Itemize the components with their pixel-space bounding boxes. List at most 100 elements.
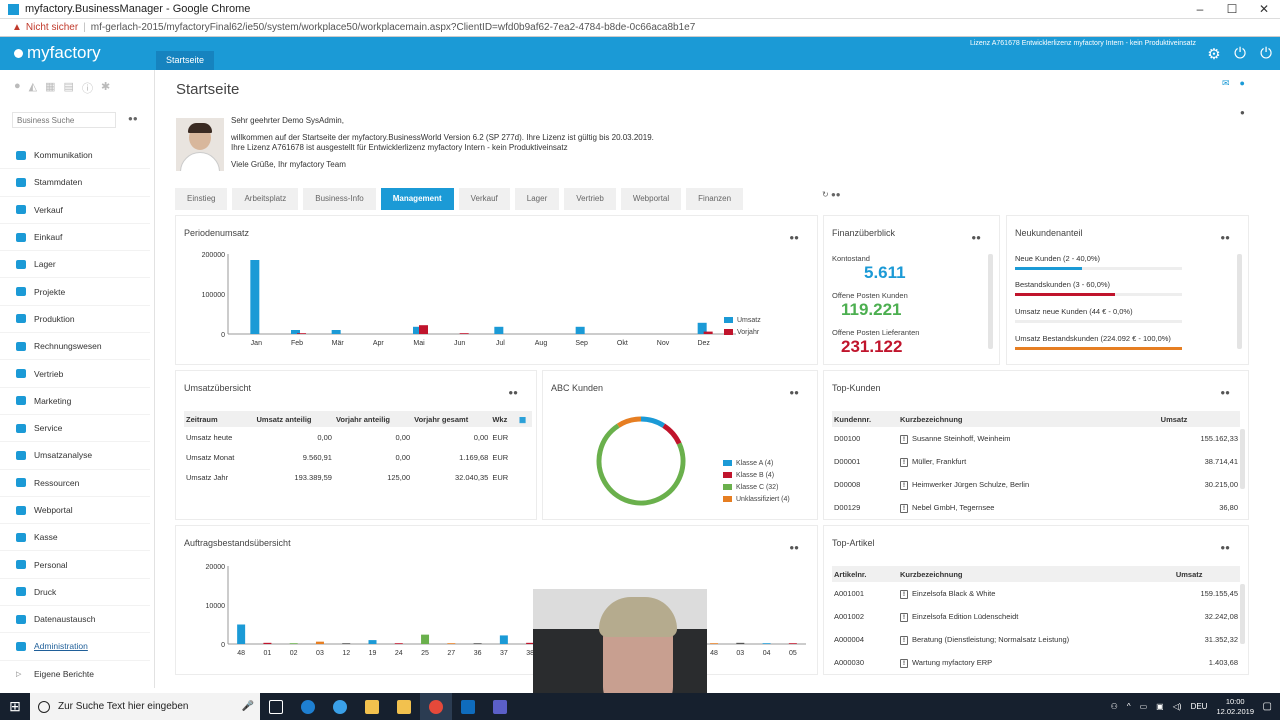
column-header[interactable]: Vorjahr gesamt — [412, 411, 491, 427]
battery-icon[interactable]: ▭ — [1139, 702, 1148, 711]
tab-settings-icon[interactable]: ●● — [830, 190, 841, 199]
panel-settings-icon[interactable]: ●● — [789, 543, 799, 552]
minimize-icon[interactable]: – — [1196, 2, 1204, 16]
help-icon[interactable]: ● — [1239, 78, 1245, 88]
table-row[interactable]: Umsatz Monat 9.560,91 0,00 1.169,68 EUR — [186, 452, 509, 462]
column-header[interactable]: Kurzbezeichnung — [898, 566, 1174, 582]
sidebar-item-marketing[interactable]: Marketing — [0, 388, 150, 415]
business-search-input[interactable] — [12, 112, 116, 128]
document-icon[interactable]: ▤ — [63, 81, 74, 93]
sidebar-item-service[interactable]: Service — [0, 415, 150, 443]
people-icon[interactable]: ⚇ — [1110, 702, 1118, 711]
sidebar-item-projekte[interactable]: Projekte — [0, 278, 150, 306]
settings-small-icon[interactable]: ✱ — [100, 81, 111, 93]
power-icon[interactable]: ⏻ — [1234, 45, 1246, 62]
sidebar-item-administration[interactable]: Administration — [0, 633, 150, 661]
microphone-icon[interactable]: 🎤 — [241, 701, 254, 712]
taskbar-search[interactable]: Zur Suche Text hier eingeben 🎤 — [30, 693, 260, 720]
eraser-icon[interactable]: ◭ — [28, 81, 38, 93]
tab-vertrieb[interactable]: Vertrieb — [564, 188, 616, 210]
scrollbar[interactable] — [1240, 429, 1245, 489]
notification-icon[interactable]: ▢ — [1262, 701, 1272, 712]
store-icon[interactable] — [388, 693, 420, 720]
column-header[interactable]: Umsatz anteilig — [254, 411, 334, 427]
sidebar-item-webportal[interactable]: Webportal — [0, 497, 150, 525]
security-label[interactable]: Nicht sicher — [25, 22, 79, 33]
sidebar-item-verkauf[interactable]: Verkauf — [0, 197, 150, 224]
tab-lager[interactable]: Lager — [514, 188, 560, 210]
sidebar-item-datenaustausch[interactable]: Datenaustausch — [0, 606, 150, 634]
url-text[interactable]: mf-gerlach-2015/myfactoryFinal62/ie50/sy… — [90, 22, 696, 33]
sidebar-item-kommunikation[interactable]: Kommunikation — [0, 142, 150, 170]
panel-settings-icon[interactable]: ●● — [1220, 543, 1230, 552]
table-row[interactable]: A001001! Einzelsofa Black & White 159.155,… — [834, 588, 1238, 599]
table-row[interactable]: A000030! Wartung myfactory ERP 1.403,68 — [834, 657, 1238, 668]
table-row[interactable]: A000004! Beratung (Dienstleistung; Normal… — [834, 634, 1238, 645]
table-row[interactable]: D00129! Nebel GmbH, Tegernsee 36,80 — [834, 502, 1238, 513]
tab-arbeitsplatz[interactable]: Arbeitsplatz — [232, 188, 299, 210]
maximize-icon[interactable]: ☐ — [1226, 2, 1238, 16]
column-header[interactable]: Kundennr. — [832, 411, 898, 427]
windows-start-icon[interactable]: ⊞ — [9, 698, 21, 714]
tab-webportal[interactable]: Webportal — [620, 188, 682, 210]
tab-finanzen[interactable]: Finanzen — [686, 188, 744, 210]
chrome-icon[interactable] — [420, 693, 452, 720]
teams-icon[interactable] — [484, 693, 516, 720]
explorer-icon[interactable] — [356, 693, 388, 720]
refresh-icon[interactable]: ↻ — [822, 190, 829, 199]
ie-icon[interactable] — [324, 693, 356, 720]
table-row[interactable]: D00100! Susanne Steinhoff, Weinheim 155.16… — [834, 433, 1238, 444]
panel-settings-icon[interactable]: ●● — [971, 233, 981, 242]
mail-icon[interactable]: ✉ — [1222, 78, 1230, 88]
tab-verkauf[interactable]: Verkauf — [458, 188, 510, 210]
column-header[interactable]: Artikelnr. — [832, 566, 898, 582]
network-icon[interactable]: ▣ — [1156, 702, 1164, 711]
panel-settings-icon[interactable]: ●● — [789, 233, 799, 242]
panel-settings-icon[interactable]: ●● — [508, 388, 518, 397]
table-row[interactable]: Umsatz Jahr 193.389,59 125,00 32.040,35 EUR — [186, 472, 509, 482]
sidebar-item-stammdaten[interactable]: Stammdaten — [0, 169, 150, 197]
edge-icon[interactable] — [292, 693, 324, 720]
volume-icon[interactable]: ◁) — [1172, 702, 1182, 711]
clock[interactable]: 10:00 12.02.2019 — [1216, 697, 1254, 717]
tab-business-info[interactable]: Business-Info — [303, 188, 376, 210]
language-indicator[interactable]: DEU — [1190, 702, 1208, 711]
options-dot-icon[interactable]: ● — [1240, 108, 1245, 117]
table-row[interactable]: D00008! Heimwerker Jürgen Schulze, Berlin… — [834, 479, 1238, 490]
scrollbar[interactable] — [1240, 584, 1245, 644]
column-header[interactable]: Kurzbezeichnung — [898, 411, 1159, 427]
task-view-icon[interactable] — [260, 693, 292, 720]
scrollbar[interactable] — [1237, 254, 1242, 349]
table-row[interactable]: D00001! Müller, Frankfurt 38.714,41 — [834, 456, 1238, 467]
gear-icon[interactable]: ⚙ — [1207, 46, 1221, 63]
table-row[interactable]: A001002! Einzelsofa Edition Lüdenscheidt 3… — [834, 611, 1238, 622]
table-row[interactable]: Umsatz heute 0,00 0,00 0,00 EUR — [186, 432, 509, 442]
logout-icon[interactable]: ⏻ — [1260, 45, 1272, 62]
pin-icon[interactable]: ● — [14, 80, 21, 92]
logo[interactable]: myfactory — [14, 43, 101, 63]
column-header[interactable]: Vorjahr anteilig — [333, 411, 413, 427]
sidebar-item-eigene-berichte[interactable]: ▷ Eigene Berichte — [16, 669, 95, 680]
panel-settings-icon[interactable]: ●● — [1220, 233, 1230, 242]
chevron-up-icon[interactable]: ^ — [1126, 702, 1131, 711]
sidebar-item-einkauf[interactable]: Einkauf — [0, 224, 150, 252]
tab-einstieg[interactable]: Einstieg — [175, 188, 228, 210]
sidebar-item-kasse[interactable]: Kasse — [0, 524, 150, 552]
close-icon[interactable]: ✕ — [1258, 2, 1270, 16]
sidebar-item-lager[interactable]: Lager — [0, 251, 150, 279]
header-tab-startseite[interactable]: Startseite — [156, 51, 215, 70]
info-icon[interactable]: ⓘ — [81, 83, 93, 95]
sidebar-item-umsatzanalyse[interactable]: Umsatzanalyse — [0, 442, 150, 470]
sidebar-item-ressourcen[interactable]: Ressourcen — [0, 470, 150, 497]
sidebar-item-vertrieb[interactable]: Vertrieb — [0, 360, 150, 388]
outlook-icon[interactable] — [452, 693, 484, 720]
sidebar-item-personal[interactable]: Personal — [0, 551, 150, 579]
tab-management[interactable]: Management — [380, 188, 454, 210]
sidebar-item-rechnungswesen[interactable]: Rechnungswesen — [0, 333, 150, 361]
address-bar[interactable]: ▲ Nicht sicher | mf-gerlach-2015/myfacto… — [0, 19, 1280, 37]
column-header[interactable]: Zeitraum — [184, 411, 255, 427]
export-icon[interactable]: ▦ — [517, 411, 532, 427]
sidebar-item-druck[interactable]: Druck — [0, 579, 150, 607]
sidebar-item-produktion[interactable]: Produktion — [0, 306, 150, 334]
panel-settings-icon[interactable]: ●● — [789, 388, 799, 397]
